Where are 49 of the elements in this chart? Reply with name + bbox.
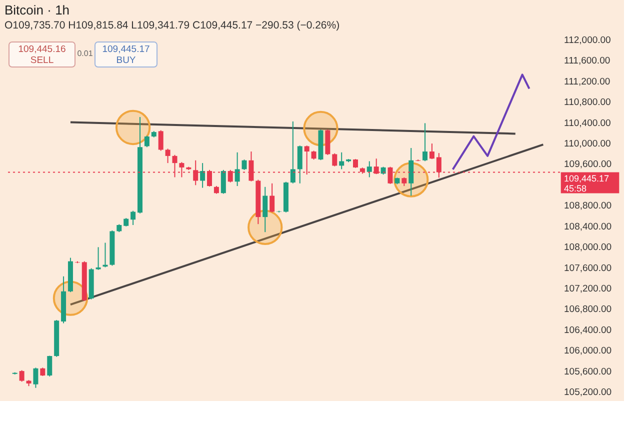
candlestick bbox=[422, 122, 428, 162]
y-tick-label: 106,400.00 bbox=[564, 324, 612, 336]
y-tick-label: 111,600.00 bbox=[564, 56, 610, 67]
y-tick-label: 107,600.00 bbox=[564, 262, 612, 274]
candlestick bbox=[234, 152, 240, 187]
candlestick bbox=[165, 148, 170, 164]
candlestick bbox=[144, 135, 150, 148]
candlestick bbox=[19, 370, 24, 382]
chart-subtitle: O109,735.70 H109,815.84 L109,341.79 C109,445.17 −290.53 (−0.26%) bbox=[4, 20, 340, 32]
candlestick bbox=[297, 145, 302, 184]
candlestick bbox=[332, 152, 338, 167]
line-series bbox=[452, 74, 530, 170]
annotation: 109,445.17 BUY bbox=[102, 44, 150, 66]
y-tick-label: 109,600.00 bbox=[564, 159, 612, 170]
y-tick-label: 108,000.00 bbox=[564, 242, 612, 254]
y-tick-label: 108,800.00 bbox=[564, 200, 612, 212]
y-tick-label: 105,200.00 bbox=[564, 387, 612, 398]
candlestick bbox=[96, 246, 101, 270]
candlestick bbox=[242, 159, 247, 170]
y-tick-label: 112,000.00 bbox=[564, 35, 611, 46]
candlestick bbox=[200, 162, 206, 188]
y-tick-label: 110,400.00 bbox=[564, 118, 611, 129]
candlestick bbox=[33, 367, 38, 388]
y-tick-label: 110,800.00 bbox=[564, 97, 611, 108]
candlestick bbox=[408, 147, 414, 196]
point bbox=[115, 110, 151, 146]
y-tick-label: 108,400.00 bbox=[564, 221, 612, 232]
candlestick bbox=[262, 186, 268, 233]
candlestick bbox=[429, 143, 434, 160]
y-tick-label: 105,600.00 bbox=[564, 366, 612, 378]
candlestick bbox=[158, 130, 164, 152]
y-tick-label: 107,200.00 bbox=[564, 283, 612, 294]
candlestick bbox=[339, 152, 344, 170]
y-tick-label: 106,000.00 bbox=[564, 346, 612, 357]
annotation: 0.01 bbox=[77, 49, 94, 58]
candlestick bbox=[47, 355, 52, 377]
point bbox=[248, 210, 283, 245]
annotation: 109,445.16 SELL bbox=[18, 44, 66, 66]
y-tick-label: 106,800.00 bbox=[564, 304, 612, 316]
candlestick bbox=[290, 120, 296, 184]
y-tick-label: 111,200.00 bbox=[564, 76, 610, 88]
candlestick bbox=[270, 182, 275, 213]
chart-title: Bitcoin · 1h bbox=[4, 2, 70, 18]
candlestick bbox=[130, 210, 136, 226]
y-tick-label: 110,000.00 bbox=[564, 138, 611, 150]
ref-line-label: 109,445.17 45:58 bbox=[564, 173, 610, 194]
candlestick bbox=[325, 129, 330, 156]
candlestick bbox=[366, 160, 372, 178]
candlestick bbox=[220, 169, 226, 194]
